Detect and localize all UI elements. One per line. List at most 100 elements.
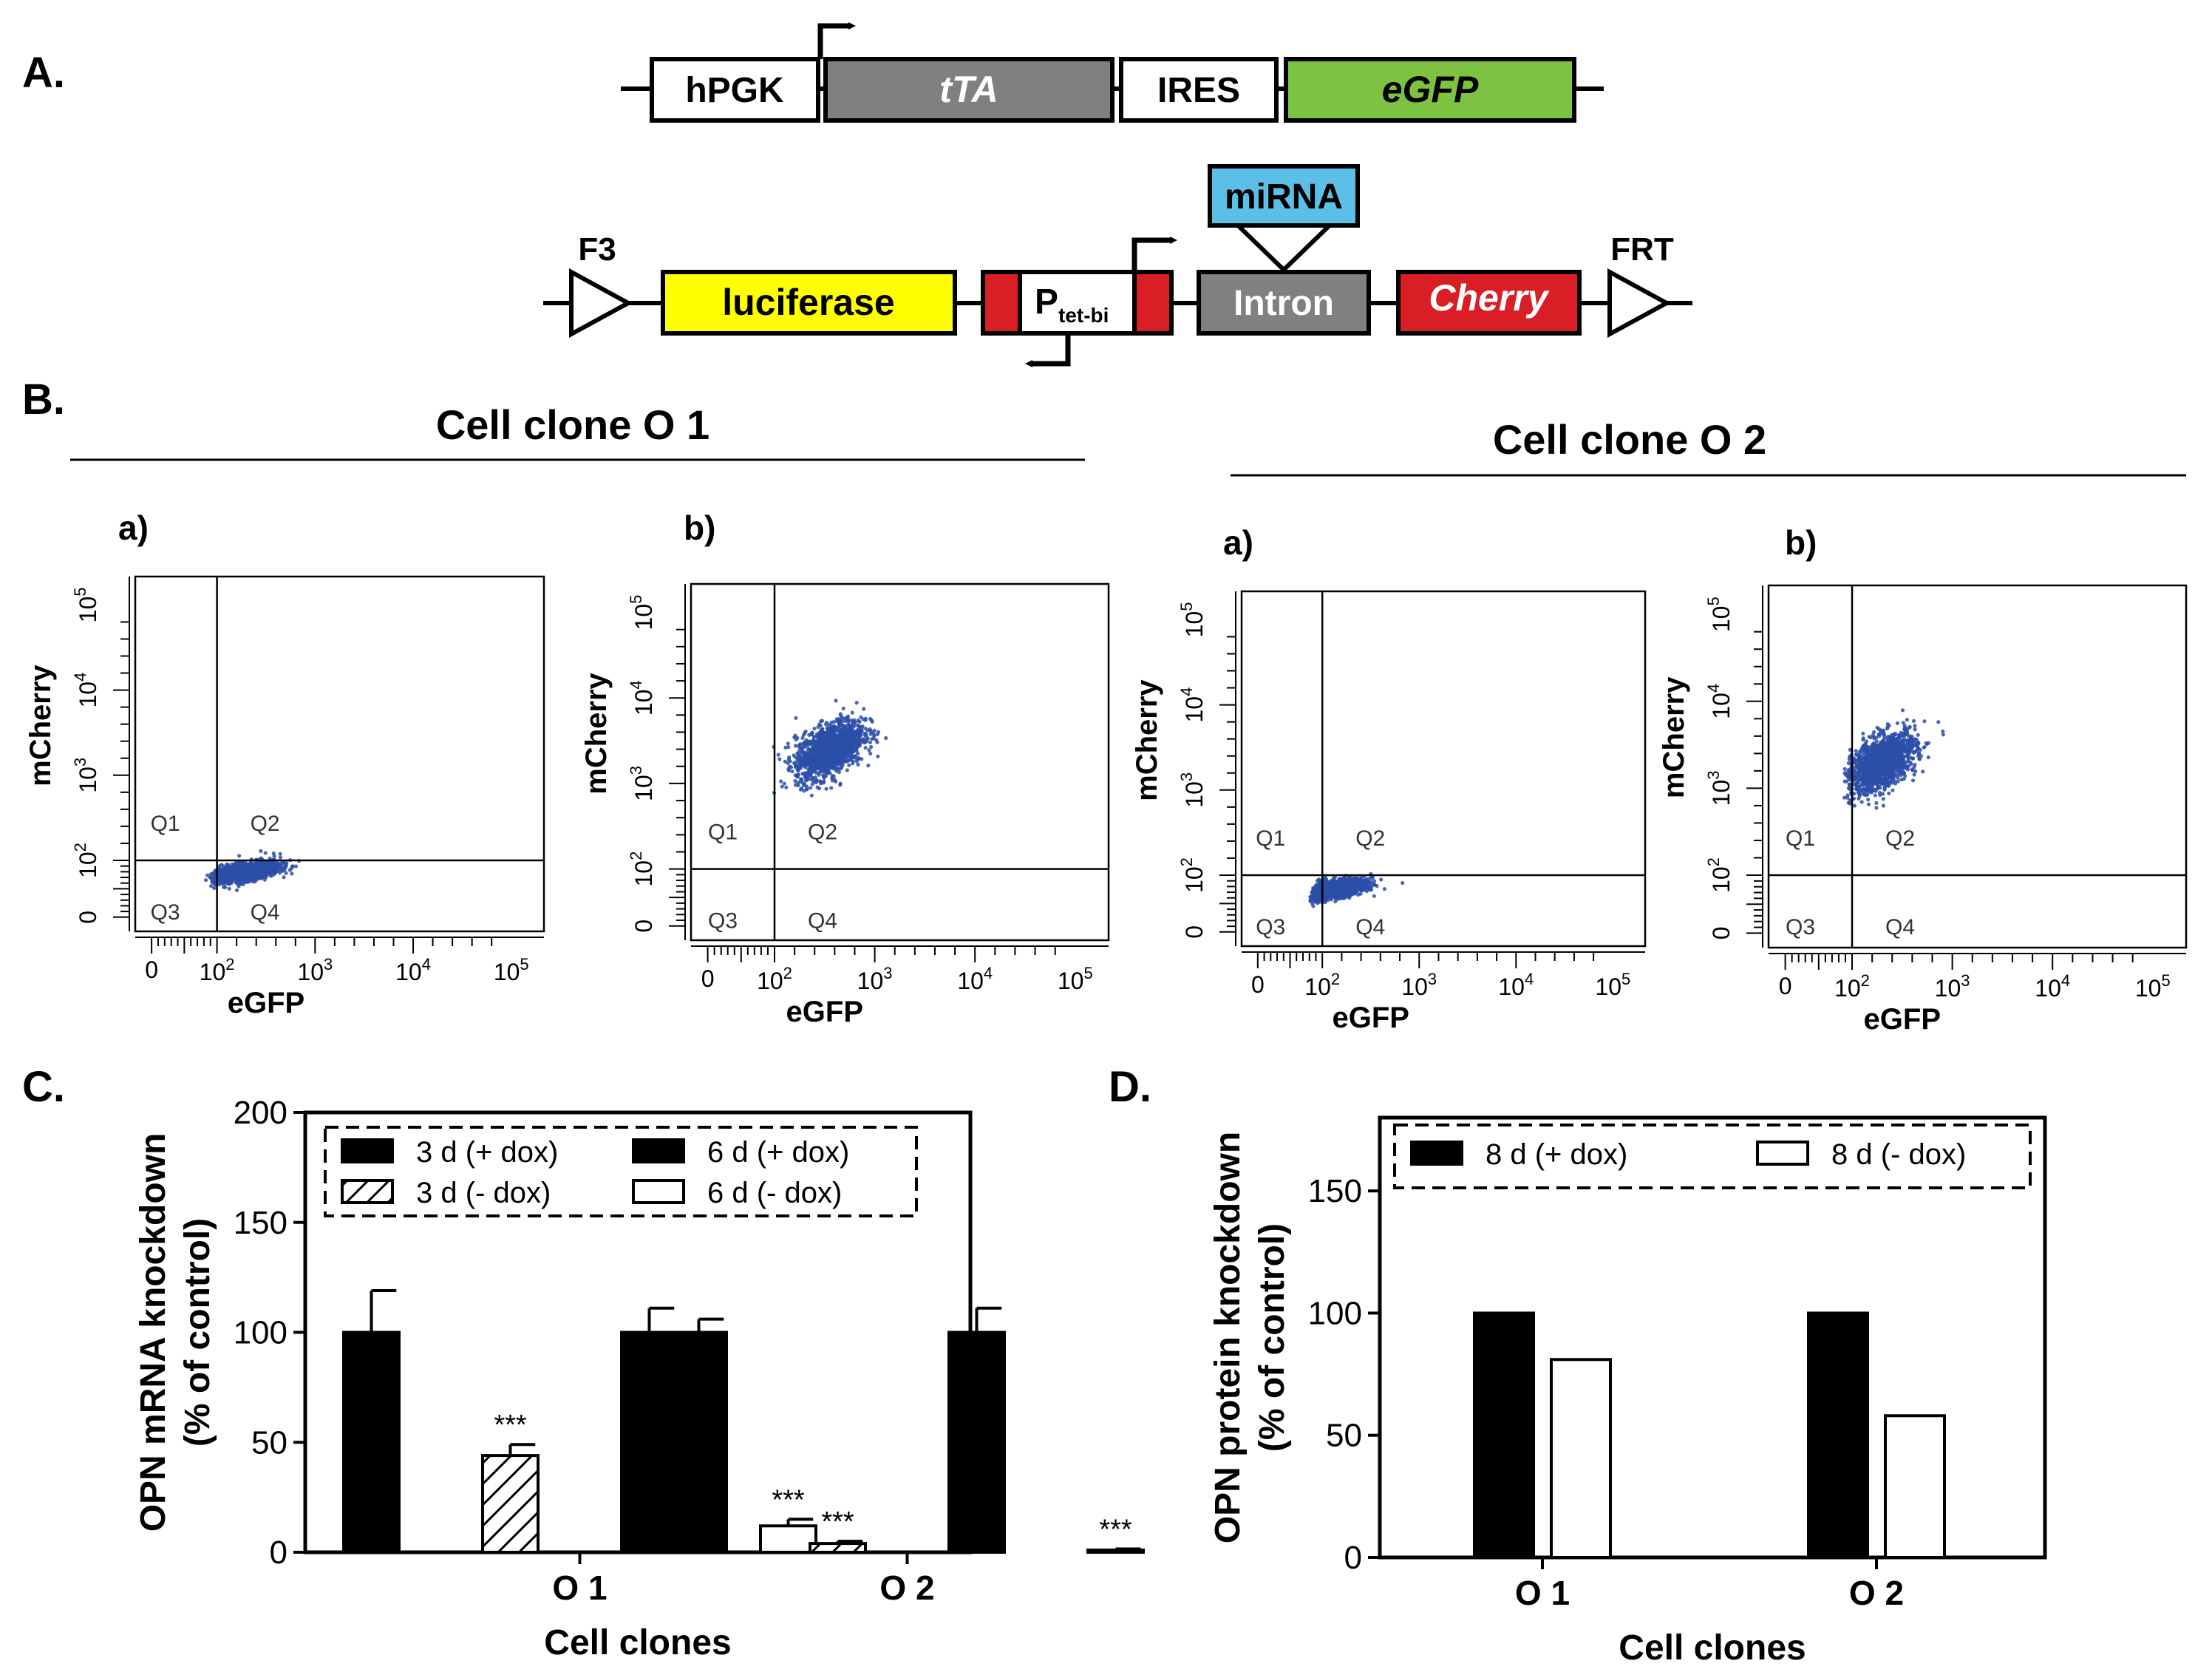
bar-8-d-dox-	[1550, 1358, 1612, 1559]
y-tick-label: 105	[1177, 602, 1208, 637]
ptet-label: Ptet-bi	[1035, 282, 1109, 327]
y-tick-label: 100	[234, 1315, 287, 1351]
quadrant-label: Q1	[1256, 826, 1285, 851]
y-tick-label: 150	[234, 1205, 287, 1241]
quadrant-label: Q1	[151, 812, 180, 836]
flow-plot-clone2-a: a) Q1 Q2 Q3 Q4 0 102 103 104 105 0 102 103 104 105 eGFP…	[1131, 523, 1647, 1034]
x-axis-title: eGFP	[786, 996, 863, 1028]
clone1-title: Cell clone O 1	[436, 401, 709, 448]
y-axis-title: mCherry	[580, 672, 613, 794]
category-label: O 1	[1515, 1574, 1570, 1612]
y-tick-label: 103	[1704, 770, 1735, 806]
mirna-box	[1208, 164, 1360, 228]
chart-mrna-knockdown: 0 50 100 150 200 *** *** O 1 *** *** O 2 Cell clone…	[134, 1095, 1145, 1662]
flow-plot-label: b)	[1785, 523, 1817, 562]
bar-6-d-dox-	[620, 1331, 678, 1554]
y-axis-subtitle: (% of control)	[1253, 1223, 1292, 1452]
significance-marker: ***	[1099, 1515, 1132, 1546]
bar-3-d-dox-	[342, 1331, 401, 1554]
y-tick-label: 102	[1177, 857, 1208, 893]
cherry-label: Cherry	[1429, 277, 1549, 319]
y-tick-label: 103	[1177, 772, 1208, 808]
x-tick-label: 102	[1834, 971, 1870, 1002]
x-tick-label: 0	[1251, 971, 1265, 998]
y-axis-title: mCherry	[1131, 679, 1163, 801]
legend-swatch	[632, 1138, 685, 1163]
y-tick-label: 0	[630, 920, 657, 933]
flow-plot-label: b)	[684, 509, 715, 547]
y-axis-title: OPN mRNA knockdown	[134, 1133, 173, 1532]
ires-label: IRES	[1157, 71, 1240, 110]
significance-marker: ***	[821, 1506, 854, 1537]
x-tick-label: 0	[145, 956, 158, 983]
x-axis-title: eGFP	[1864, 1003, 1941, 1036]
ptet-box	[1018, 270, 1137, 336]
y-tick-label: 0	[75, 911, 101, 924]
quadrant-label: Q2	[251, 812, 280, 836]
quadrant-label: Q4	[251, 900, 280, 925]
quadrant-label: Q1	[708, 820, 738, 845]
category-label: O 1	[552, 1569, 607, 1607]
bar-6-d-dox-	[759, 1524, 817, 1554]
x-tick-label: 104	[395, 955, 431, 985]
quadrant-label: Q3	[1786, 915, 1815, 939]
bar-6-d-dox-	[947, 1331, 1006, 1554]
legend-box	[1393, 1124, 2032, 1189]
x-tick-label: 103	[297, 955, 333, 985]
y-tick-label: 100	[1308, 1295, 1362, 1331]
x-axis-title: eGFP	[228, 987, 304, 1019]
legend-swatch	[1410, 1141, 1463, 1166]
y-tick-label: 0	[1344, 1540, 1362, 1576]
f3-label: F3	[578, 231, 616, 268]
y-tick-label: 103	[71, 758, 101, 793]
cherry-box	[1396, 270, 1582, 336]
flow-plot-frame	[1240, 590, 1647, 948]
quadrant-label: Q3	[1256, 915, 1285, 939]
legend-label: 3 d (+ dox)	[416, 1136, 558, 1169]
y-tick-label: 104	[1177, 687, 1208, 723]
tta-box	[823, 57, 1114, 123]
hpgk-label: hPGK	[685, 71, 784, 110]
x-tick-label: 102	[757, 964, 792, 994]
plot-frame	[1378, 1115, 2047, 1560]
frt-label: FRT	[1610, 231, 1674, 268]
legend-label: 6 d (+ dox)	[707, 1136, 849, 1169]
luciferase-label: luciferase	[722, 282, 894, 323]
y-tick-label: 105	[71, 587, 101, 622]
x-tick-label: 104	[957, 964, 993, 994]
egfp-box	[1284, 57, 1576, 123]
y-axis-subtitle: (% of control)	[178, 1218, 217, 1447]
legend-label: 8 d (+ dox)	[1486, 1138, 1627, 1171]
bar-3-d-dox-	[670, 1331, 728, 1554]
x-tick-label: 102	[200, 955, 235, 985]
quadrant-label: Q4	[808, 909, 837, 934]
luciferase-box	[661, 270, 957, 336]
panel-label-a: A.	[22, 49, 65, 97]
quadrant-label: Q4	[1355, 915, 1385, 939]
bar-8-d-dox-	[1884, 1414, 1946, 1560]
panel-label-b: B.	[22, 375, 65, 424]
mirna-label: miRNA	[1225, 177, 1343, 217]
legend-label: 3 d (- dox)	[416, 1177, 551, 1209]
x-tick-label: 103	[1401, 970, 1437, 1000]
promoter-arrow	[817, 22, 856, 59]
quadrant-label: Q3	[708, 909, 738, 934]
ptet-forward-arrow	[1131, 237, 1177, 272]
legend-swatch	[341, 1138, 394, 1163]
flow-plot-clone1-b: b) Q1 Q2 Q3 Q4 0 102 103 104 105 0 102 103 104 105 eGFP…	[580, 509, 1110, 1028]
category-label: O 2	[1849, 1574, 1904, 1612]
quadrant-label: Q2	[808, 820, 837, 845]
y-tick-label: 200	[234, 1095, 287, 1131]
x-axis-title: Cell clones	[544, 1623, 731, 1662]
significance-marker: ***	[494, 1410, 527, 1441]
quadrant-label: Q2	[1355, 826, 1385, 851]
clone2-title: Cell clone O 2	[1493, 416, 1766, 463]
y-tick-label: 105	[627, 595, 657, 631]
quadrant-label: Q1	[1786, 826, 1815, 851]
x-tick-label: 105	[494, 955, 529, 985]
y-tick-label: 0	[270, 1535, 287, 1571]
hpgk-box	[650, 57, 820, 123]
panel-label-d: D.	[1109, 1063, 1151, 1111]
x-tick-label: 104	[2035, 971, 2070, 1002]
